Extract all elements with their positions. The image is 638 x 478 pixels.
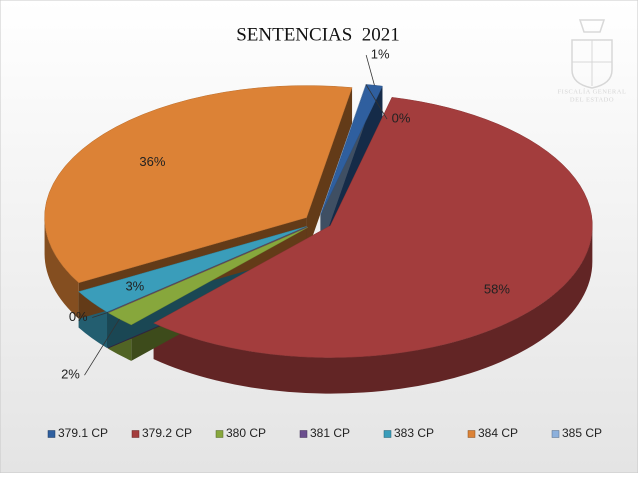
- legend-label: 380 CP: [226, 426, 266, 440]
- legend-swatch: [131, 430, 140, 438]
- legend-swatch: [47, 430, 56, 438]
- pie-tops: [44, 84, 593, 358]
- slice-side: [153, 225, 593, 394]
- pie-labels: 1% 58% 2% 0% 3% 36% 0%: [61, 46, 510, 381]
- legend-label: 385 CP: [562, 426, 602, 440]
- logo-crown: [578, 19, 606, 33]
- pie-slice: [44, 85, 353, 284]
- pie-slice: [153, 97, 593, 358]
- legend-label: 384 CP: [478, 426, 518, 440]
- data-label: 0%: [69, 309, 88, 324]
- legend-swatch: [551, 430, 560, 438]
- pie-slice: [78, 226, 307, 313]
- legend-label: 379.2 CP: [142, 426, 192, 440]
- legend-swatch: [299, 430, 308, 438]
- legend-swatch: [383, 430, 392, 438]
- data-label: 36%: [139, 154, 165, 169]
- chart-title: SENTENCIAS 2021: [236, 24, 400, 45]
- leader-line: [365, 84, 388, 120]
- slice-side: [44, 217, 79, 319]
- logo-shield: [571, 39, 613, 89]
- logo: FISCALÍA GENERAL DEL ESTADO: [558, 19, 627, 103]
- leader-line: [92, 312, 108, 318]
- logo-text: DEL ESTADO: [570, 96, 614, 103]
- data-label: 3%: [125, 278, 144, 293]
- leader-line: [84, 318, 120, 376]
- leader-line: [365, 54, 375, 86]
- legend-label: 379.1 CP: [58, 426, 108, 440]
- legend-label: 383 CP: [394, 426, 434, 440]
- logo-text: FISCALÍA GENERAL: [558, 87, 627, 95]
- legend-swatch: [215, 430, 224, 438]
- legend-swatch: [467, 430, 476, 438]
- slice-wall: [320, 86, 383, 251]
- data-label: 2%: [61, 367, 80, 382]
- data-label: 0%: [392, 111, 411, 126]
- legend-label: 381 CP: [310, 426, 350, 440]
- data-label: 58%: [484, 282, 510, 297]
- data-label: 1%: [371, 46, 390, 61]
- slice-wall: [306, 87, 353, 254]
